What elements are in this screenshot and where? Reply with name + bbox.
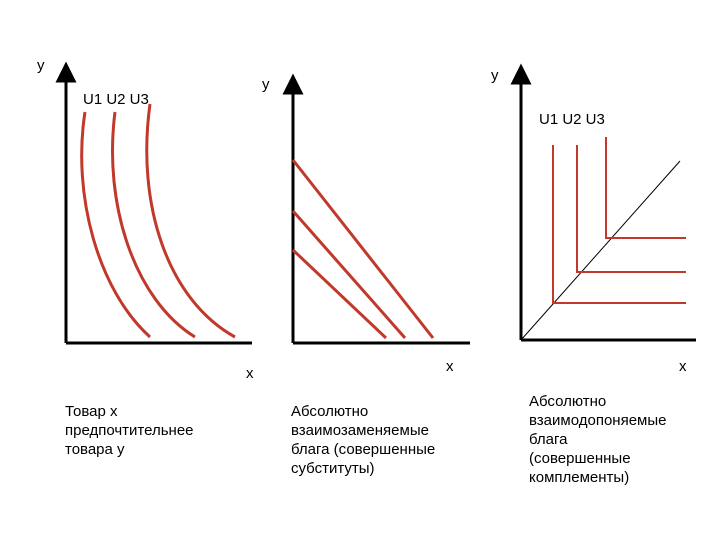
indifference-corner-u1 <box>552 145 686 304</box>
curve-labels: U1 U2 U3 <box>83 91 149 108</box>
y-axis-label: y <box>37 57 45 74</box>
indifference-curve-u1 <box>80 111 152 339</box>
indifference-line-u3 <box>291 159 435 339</box>
caption-panel-1: Товар x предпочтительнее товара y <box>65 403 194 458</box>
x-axis-label: x <box>246 365 254 382</box>
panel-perfect-substitutes: y x <box>262 73 470 375</box>
curve-labels: U1 U2 U3 <box>539 111 605 128</box>
indifference-corner-u2 <box>576 145 686 273</box>
expansion-ray <box>520 160 681 341</box>
indifference-line-u2 <box>291 210 407 339</box>
caption-panel-2: Абсолютно взаимозаменяемые блага (соверш… <box>291 403 436 477</box>
x-axis-label: x <box>446 358 454 375</box>
caption-panel-3: Абсолютно взаимодопоняемые блага (соверш… <box>529 393 667 486</box>
x-axis-label: x <box>679 358 687 375</box>
indifference-corner-u3 <box>605 137 686 239</box>
y-axis-label: y <box>491 67 499 84</box>
panel-preference-x: y x U1 U2 U3 <box>37 57 254 382</box>
panel-perfect-complements: y x U1 U2 U3 <box>491 63 696 375</box>
indifference-curve-u2 <box>111 111 196 339</box>
y-axis-label: y <box>262 76 270 93</box>
indifference-curve-u3 <box>145 103 236 339</box>
indifference-line-u1 <box>291 248 388 340</box>
